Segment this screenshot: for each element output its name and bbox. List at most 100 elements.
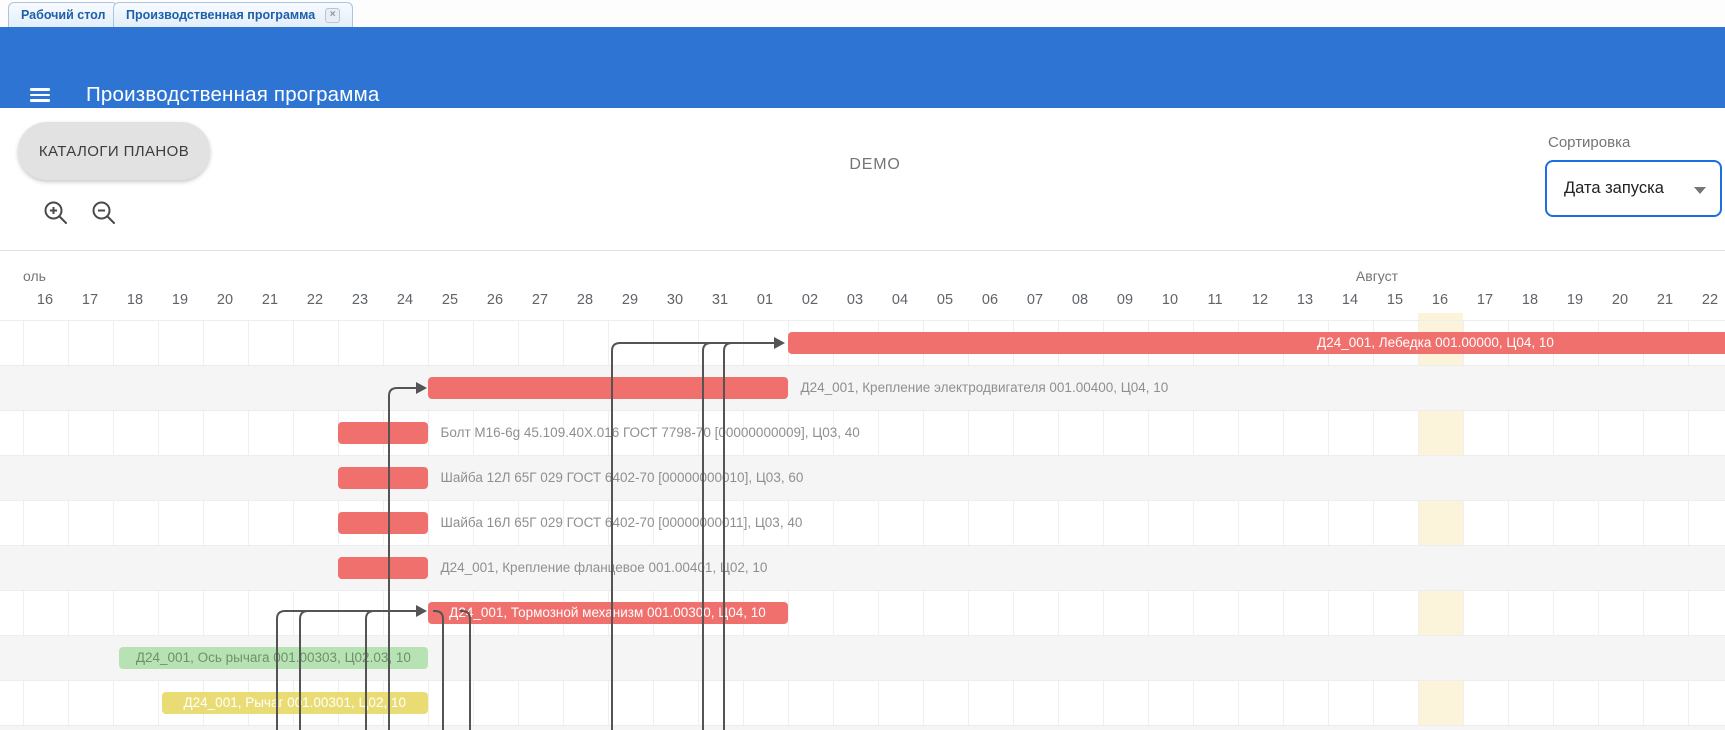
zoom-out-icon[interactable] xyxy=(90,199,118,227)
grid-line xyxy=(787,320,789,730)
task-bar[interactable] xyxy=(337,557,428,579)
day-tick: 31 xyxy=(711,292,729,308)
day-tick: 07 xyxy=(1026,292,1044,308)
sort-selected-value: Дата запуска xyxy=(1564,179,1664,197)
day-tick: 30 xyxy=(666,292,684,308)
grid-line xyxy=(922,320,924,730)
day-tick: 20 xyxy=(216,292,234,308)
task-label: Шайба 16Л 65Г 029 ГОСТ 6402-70 [00000000… xyxy=(440,515,803,530)
day-tick: 20 xyxy=(1611,292,1629,308)
tab-strip: Рабочий стол Производственная программа … xyxy=(0,0,1725,27)
task-bar[interactable] xyxy=(337,467,428,489)
grid-line xyxy=(607,320,609,730)
day-tick: 13 xyxy=(1296,292,1314,308)
grid-line xyxy=(67,320,69,730)
grid-line xyxy=(877,320,879,730)
task-label: Д24_001, Рычаг 001.00301, Ц02, 10 xyxy=(183,695,406,710)
day-tick: 06 xyxy=(981,292,999,308)
grid-line xyxy=(1552,320,1554,730)
day-tick: 03 xyxy=(846,292,864,308)
gantt-row: Д24_001, Лебедка 001.00000, Ц04, 10 xyxy=(0,320,1725,365)
day-tick: 16 xyxy=(1431,292,1449,308)
sort-label: Сортировка xyxy=(1548,134,1631,151)
day-tick: 01 xyxy=(756,292,774,308)
day-tick: 18 xyxy=(1521,292,1539,308)
hamburger-menu-icon[interactable] xyxy=(30,88,50,102)
dropdown-arrow-icon xyxy=(1694,187,1706,194)
grid-line xyxy=(1327,320,1329,730)
day-tick: 02 xyxy=(801,292,819,308)
grid-line xyxy=(1192,320,1194,730)
task-bar[interactable] xyxy=(787,332,1725,354)
day-tick: 29 xyxy=(621,292,639,308)
grid-line xyxy=(1012,320,1014,730)
gantt-row: Д24_001, Ось рычага 001.00303, Ц02.03, 1… xyxy=(0,635,1725,680)
gantt-row: Д24_001, Рычаг 001.00301, Ц02, 10 xyxy=(0,680,1725,725)
day-tick: 04 xyxy=(891,292,909,308)
grid-line xyxy=(832,320,834,730)
task-label: Д24_001, Ось рычага 001.00303, Ц02.03, 1… xyxy=(135,650,411,665)
header-divider xyxy=(0,250,1725,251)
grid-line xyxy=(1687,320,1689,730)
task-bar[interactable] xyxy=(337,422,428,444)
grid-line xyxy=(1147,320,1149,730)
day-tick: 12 xyxy=(1251,292,1269,308)
grid-line xyxy=(1102,320,1104,730)
day-tick: 05 xyxy=(936,292,954,308)
gantt-row: Шайба 16Л 65Г 029 ГОСТ 6402-70 [00000000… xyxy=(0,500,1725,545)
day-tick: 22 xyxy=(1701,292,1719,308)
grid-line xyxy=(517,320,519,730)
day-tick: 08 xyxy=(1071,292,1089,308)
day-tick: 27 xyxy=(531,292,549,308)
tab-desktop[interactable]: Рабочий стол xyxy=(8,2,119,27)
month-label-july: оль xyxy=(23,268,46,284)
gantt-row xyxy=(0,725,1725,730)
tab-production-program[interactable]: Производственная программа × xyxy=(113,2,354,27)
grid-line xyxy=(1507,320,1509,730)
gantt-row: Д24_001, Крепление электродвигателя 001.… xyxy=(0,365,1725,410)
grid-line xyxy=(562,320,564,730)
task-label: Шайба 12Л 65Г 029 ГОСТ 6402-70 [00000000… xyxy=(440,470,804,485)
day-tick: 26 xyxy=(486,292,504,308)
grid-line xyxy=(22,320,24,730)
plan-catalogs-button[interactable]: КАТАЛОГИ ПЛАНОВ xyxy=(18,122,210,180)
grid-line xyxy=(247,320,249,730)
day-tick: 24 xyxy=(396,292,414,308)
grid-line xyxy=(1282,320,1284,730)
grid-line xyxy=(1057,320,1059,730)
zoom-in-icon[interactable] xyxy=(42,199,70,227)
grid-line xyxy=(1597,320,1599,730)
grid-line xyxy=(472,320,474,730)
task-bar[interactable] xyxy=(337,512,428,534)
grid-line xyxy=(1417,320,1419,730)
day-tick: 15 xyxy=(1386,292,1404,308)
day-tick: 17 xyxy=(1476,292,1494,308)
day-tick: 10 xyxy=(1161,292,1179,308)
grid-line xyxy=(1237,320,1239,730)
tab-production-program-label: Производственная программа xyxy=(126,8,316,22)
gantt-row: Д24_001, Тормозной механизм 001.00300, Ц… xyxy=(0,590,1725,635)
day-tick: 23 xyxy=(351,292,369,308)
day-tick: 28 xyxy=(576,292,594,308)
grid-line xyxy=(112,320,114,730)
tab-close-icon[interactable]: × xyxy=(325,7,341,23)
day-tick: 25 xyxy=(441,292,459,308)
page-title: Производственная программа xyxy=(86,83,380,106)
day-tick: 14 xyxy=(1341,292,1359,308)
day-tick: 16 xyxy=(36,292,54,308)
day-tick: 19 xyxy=(171,292,189,308)
gantt-row: Д24_001, Крепление фланцевое 001.00401, … xyxy=(0,545,1725,590)
sort-select[interactable]: Дата запуска xyxy=(1545,160,1722,217)
tab-desktop-label: Рабочий стол xyxy=(21,8,106,22)
app-header: Производственная программа xyxy=(0,27,1725,108)
grid-line xyxy=(157,320,159,730)
day-tick: 17 xyxy=(81,292,99,308)
task-label: Д24_001, Тормозной механизм 001.00300, Ц… xyxy=(449,605,766,620)
task-label: Д24_001, Крепление фланцевое 001.00401, … xyxy=(440,560,768,575)
gantt-row: Шайба 12Л 65Г 029 ГОСТ 6402-70 [00000000… xyxy=(0,455,1725,500)
day-tick: 09 xyxy=(1116,292,1134,308)
task-bar[interactable] xyxy=(427,377,788,399)
gantt-row: Болт М16-6g 45.109.40Х.016 ГОСТ 7798-70 … xyxy=(0,410,1725,455)
